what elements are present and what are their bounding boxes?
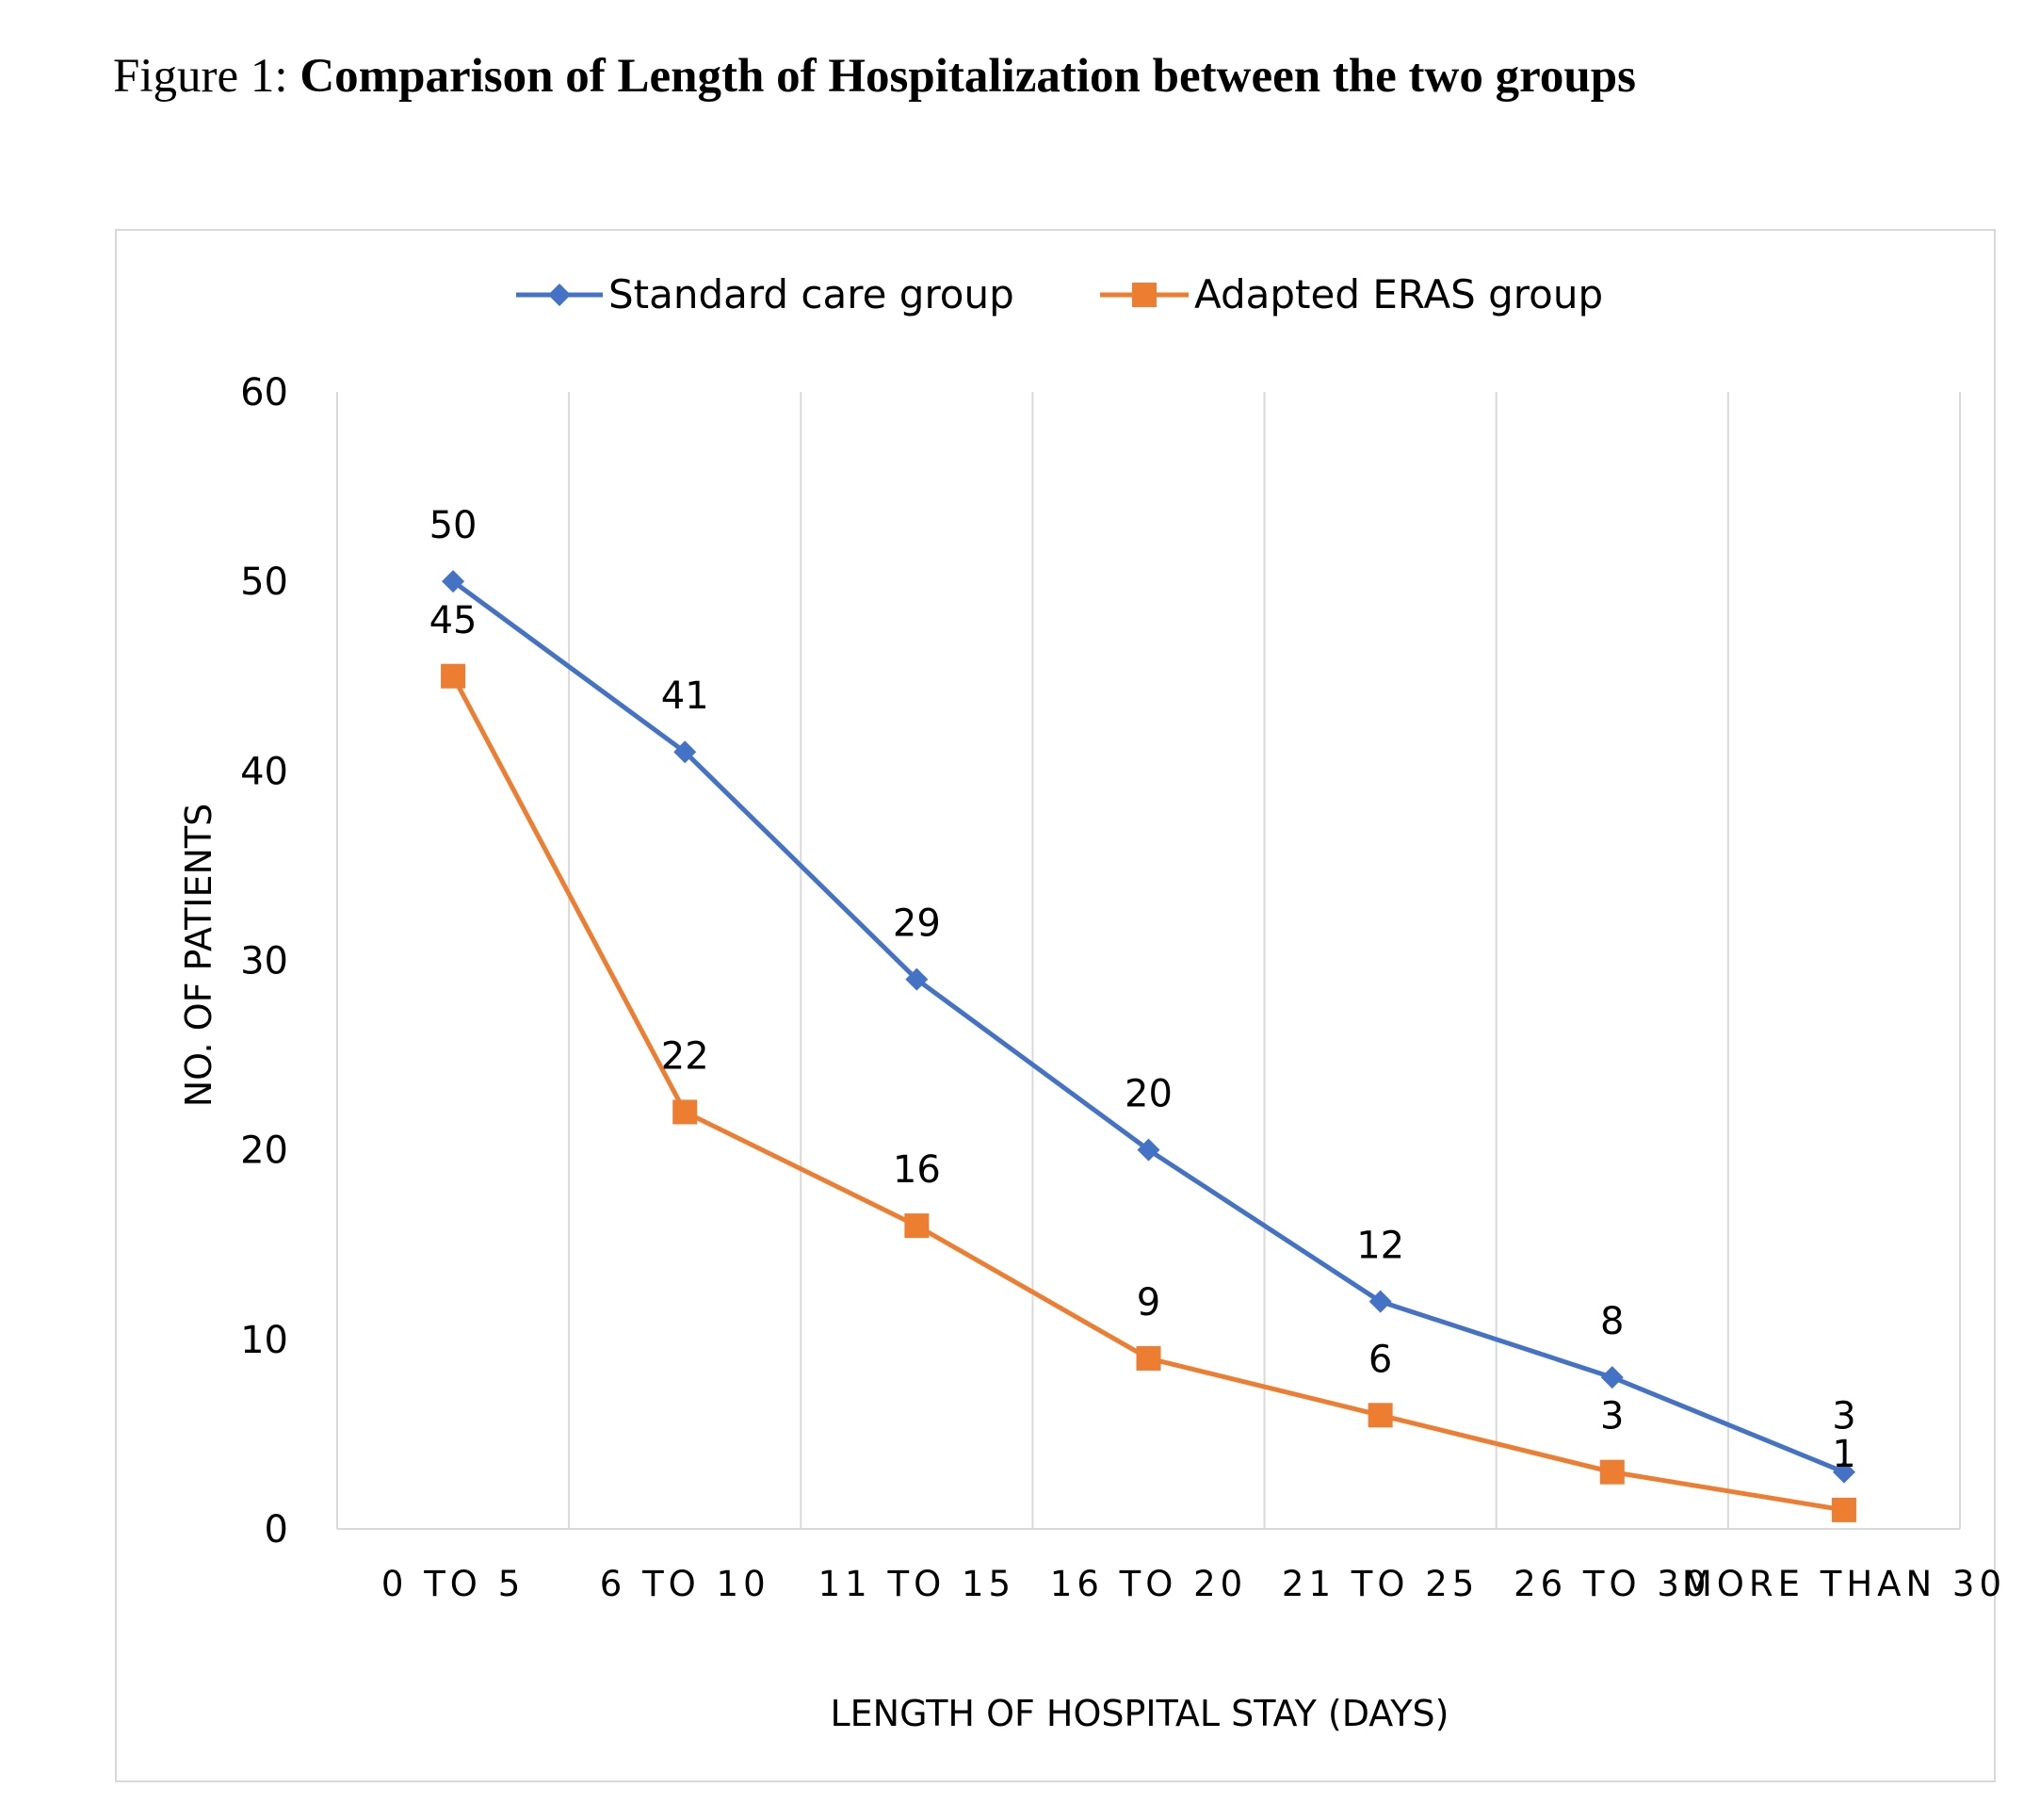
x-tick-label: 6 TO 10 [600,1564,770,1604]
y-tick-label: 30 [240,940,288,983]
figure-prefix: Figure 1: [113,50,300,103]
x-tick-label: 21 TO 25 [1282,1564,1479,1604]
data-label: 50 [429,504,478,547]
data-label: 41 [661,674,709,718]
data-point-diamond [1600,1366,1624,1389]
data-label: 1 [1832,1433,1855,1476]
data-point-square [672,1099,698,1125]
data-label: 16 [893,1148,941,1192]
x-tick-label: 11 TO 15 [818,1564,1015,1604]
data-label: 3 [1832,1395,1855,1438]
series-lines [441,570,1856,1522]
data-label: 20 [1125,1073,1173,1116]
y-tick-label: 20 [240,1129,288,1173]
data-label: 3 [1600,1395,1624,1438]
legend-marker-square [1132,283,1157,307]
figure-title: Figure 1: Comparison of Length of Hospit… [113,49,1636,104]
legend-marker-diamond [548,284,571,306]
data-label: 8 [1600,1300,1624,1343]
y-tick-label: 50 [240,561,288,604]
x-tick-label: MORE THAN 30 [1682,1564,2006,1604]
data-label: 45 [429,599,478,642]
legend-label: Adapted ERAS group [1194,271,1603,317]
x-tick-label: 26 TO 30 [1514,1564,1710,1604]
y-tick-label: 0 [265,1508,288,1552]
data-label: 9 [1137,1281,1160,1324]
data-point-square [1368,1403,1393,1428]
data-label: 29 [893,902,941,946]
data-point-square [1136,1345,1161,1371]
x-tick-label: 0 TO 5 [381,1564,525,1604]
data-point-square [1831,1497,1856,1522]
y-tick-label: 60 [240,371,288,414]
y-tick-label: 40 [240,750,288,793]
chart-frame [115,229,1996,1782]
legend-label: Standard care group [608,271,1014,317]
data-label: 6 [1368,1338,1392,1381]
data-point-diamond [673,740,697,764]
data-point-diamond [1137,1138,1160,1162]
data-point-diamond [442,570,465,593]
data-label: 12 [1356,1225,1404,1268]
axes: 0 10 20 30 40 50 60 0 TO 5 6 TO 10 11 TO 15 16 TO … [240,371,2006,1604]
data-point-diamond [1832,1460,1855,1484]
data-point-square [1599,1459,1625,1485]
data-point-square [904,1213,930,1239]
x-axis-title: LENGTH OF HOSPITAL STAY (DAYS) [831,1693,1449,1734]
y-tick-label: 10 [240,1319,288,1362]
data-point-square [441,663,466,689]
x-tick-label: 16 TO 20 [1050,1564,1247,1604]
figure-title-text: Comparison of Length of Hospitalization … [300,50,1636,103]
data-label: 22 [661,1034,709,1078]
data-point-diamond [905,967,929,991]
y-axis-title: NO. OF PATIENTS [178,804,219,1108]
data-point-diamond [1368,1290,1392,1313]
legend: Standard care group Adapted ERAS group [516,271,1603,317]
